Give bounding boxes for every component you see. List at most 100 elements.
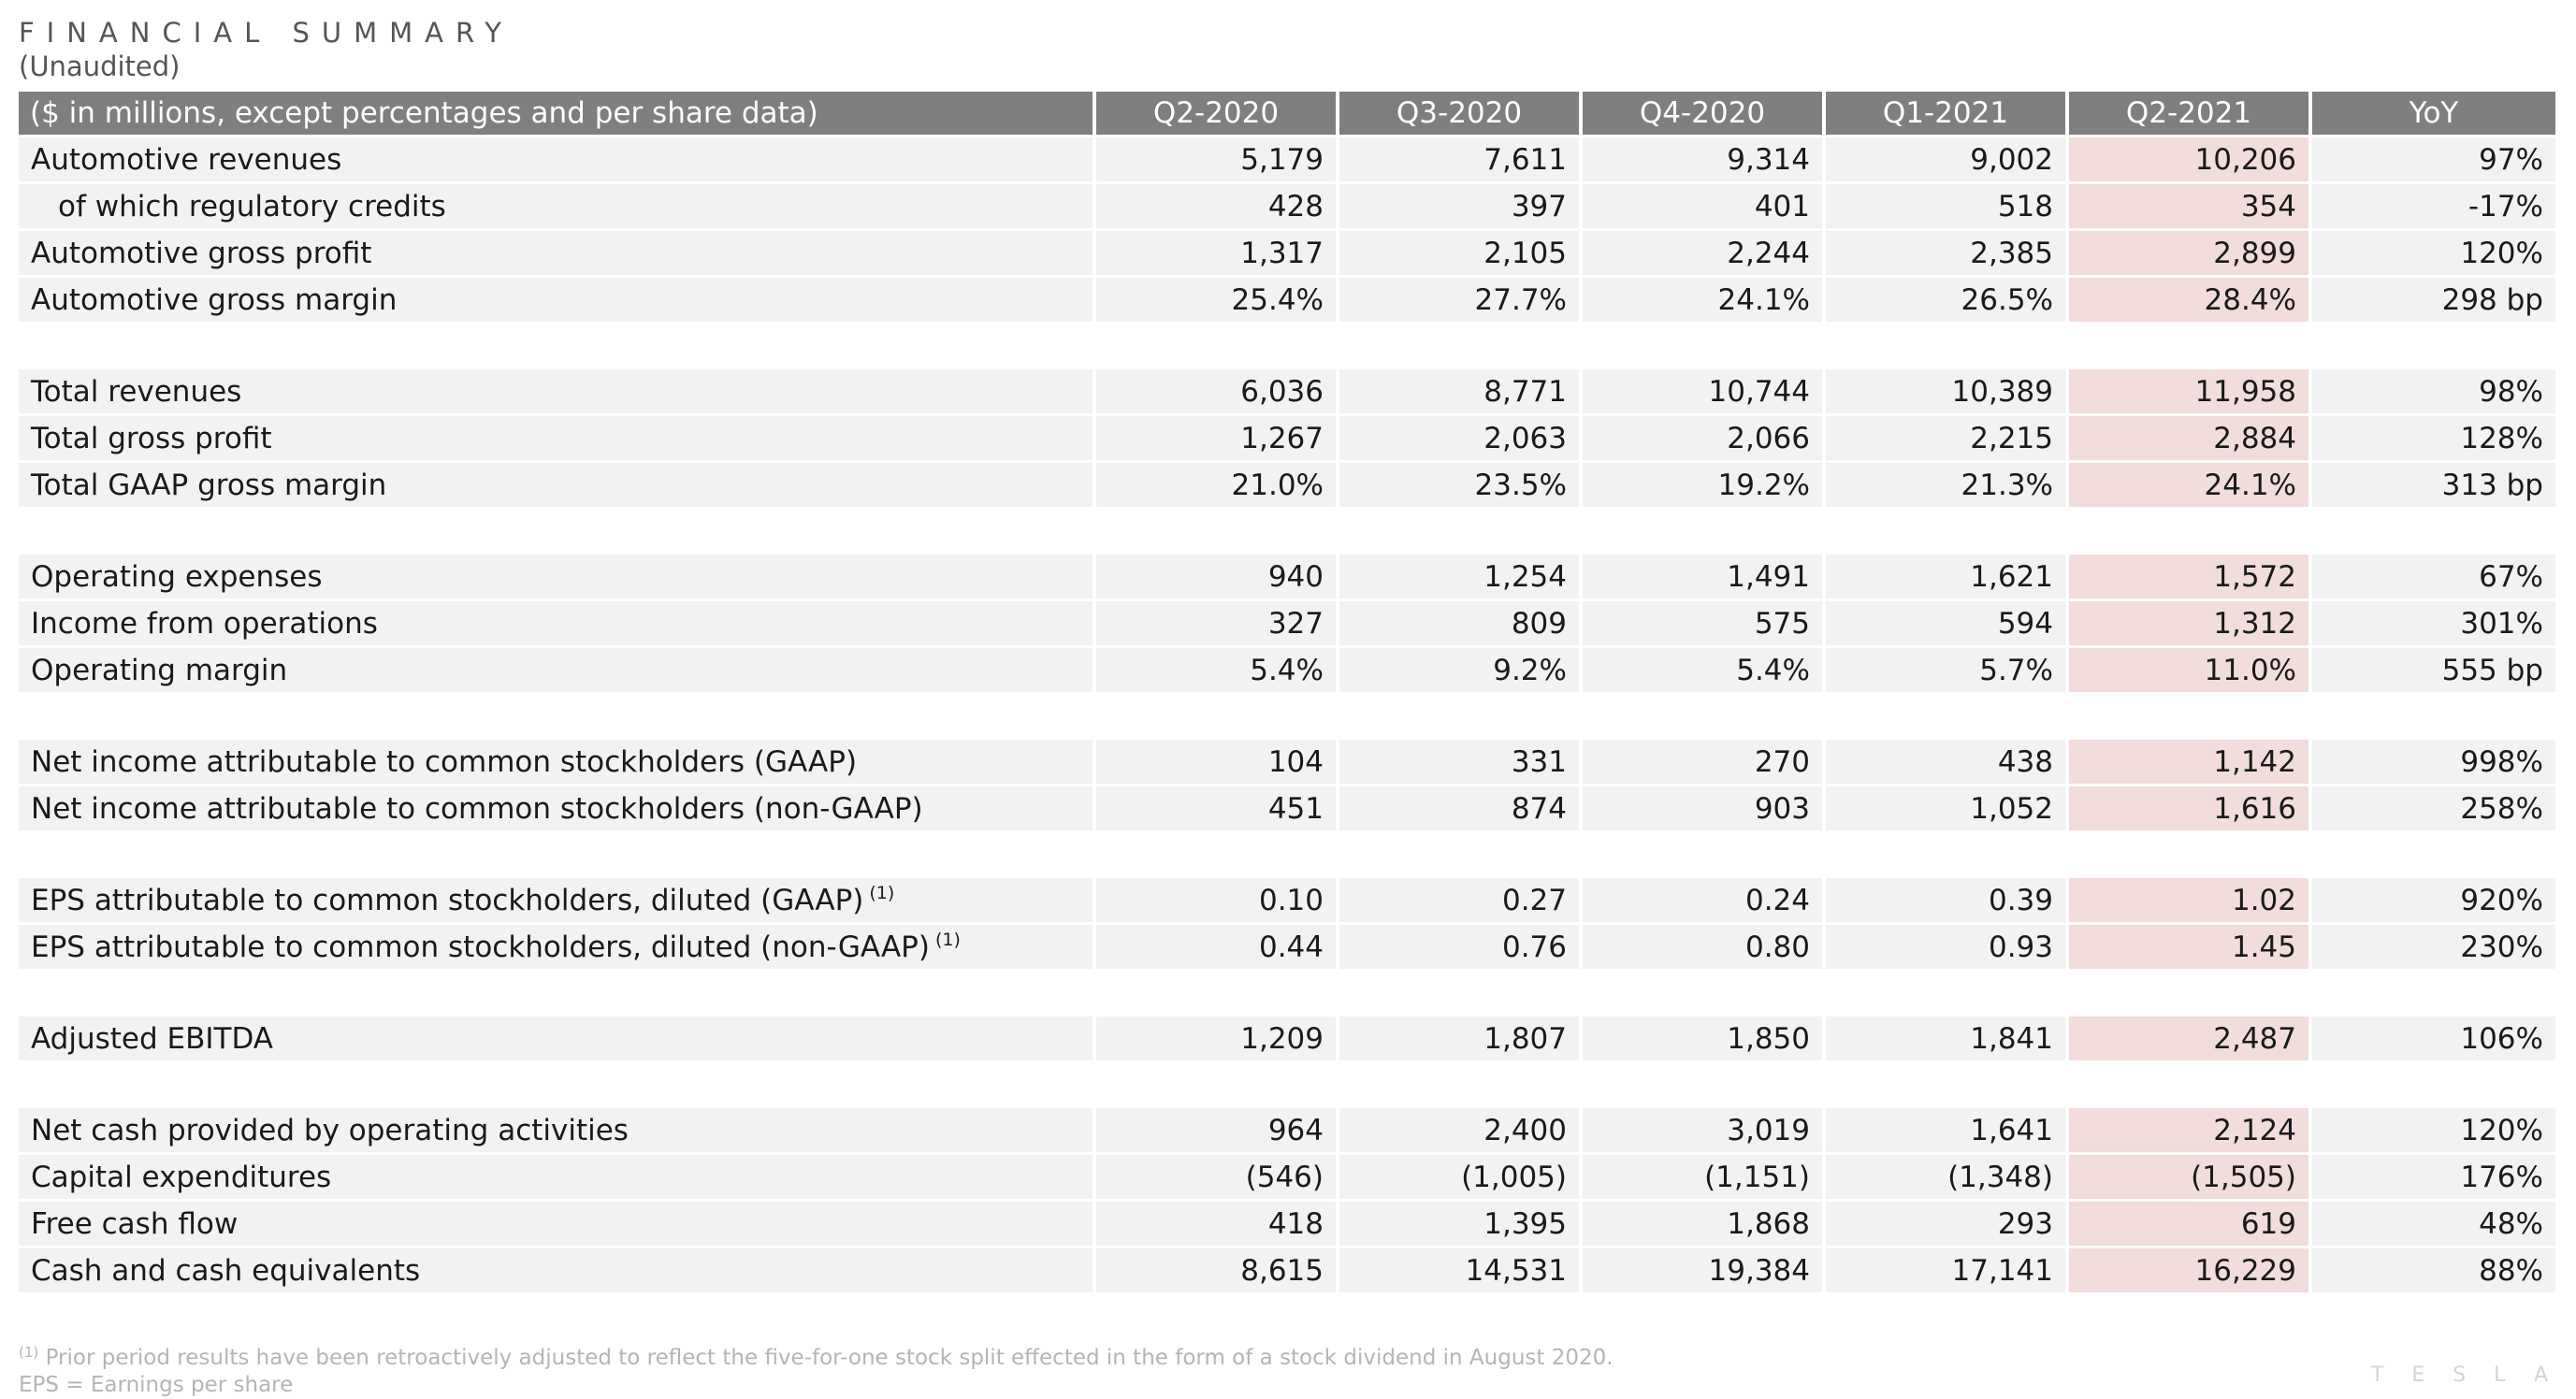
cell-q4-2020: 9,314: [1583, 135, 1826, 181]
cell-q3-2020: 0.27: [1339, 875, 1583, 922]
cell-q2-2021: 11.0%: [2069, 645, 2312, 692]
footnote-1-text: Prior period results have been retroacti…: [45, 1346, 1614, 1370]
cell-q3-2020: 2,105: [1339, 228, 1583, 275]
cell-q2-2020: 940: [1096, 552, 1339, 599]
cell-q2-2020: 1,209: [1096, 1014, 1339, 1060]
cell-q3-2020: 7,611: [1339, 135, 1583, 181]
table-row: Net income attributable to common stockh…: [19, 737, 2555, 784]
row-label-text: EPS attributable to common stockholders,…: [31, 930, 930, 964]
cell-q4-2020: 401: [1583, 181, 1826, 228]
row-label: EPS attributable to common stockholders,…: [19, 875, 1096, 922]
table-row: of which regulatory credits 428 397 401 518 3…: [19, 181, 2555, 228]
cell-q1-2021: 518: [1826, 181, 2069, 228]
column-header-label: ($ in millions, except percentages and p…: [19, 92, 1096, 135]
cell-q2-2020: 5.4%: [1096, 645, 1339, 692]
spacer-cell: [19, 830, 2555, 875]
cell-yoy: 120%: [2312, 1105, 2555, 1152]
page-subtitle: (Unaudited): [19, 50, 181, 82]
table-row: EPS attributable to common stockholders,…: [19, 875, 2555, 922]
cell-q1-2021: 1,052: [1826, 784, 2069, 830]
cell-q4-2020: 2,066: [1583, 413, 1826, 460]
spacer-cell: [19, 1060, 2555, 1105]
cell-yoy: 258%: [2312, 784, 2555, 830]
footnotes: (1) Prior period results have been retro…: [19, 1339, 1614, 1399]
cell-q2-2021: 2,899: [2069, 228, 2312, 275]
cell-q2-2021: 619: [2069, 1199, 2312, 1246]
cell-yoy: 313 bp: [2312, 460, 2555, 507]
cell-q4-2020: 903: [1583, 784, 1826, 830]
table-row: Income from operations 327 809 575 594 1,312 3…: [19, 599, 2555, 645]
cell-q1-2021: 10,389: [1826, 367, 2069, 413]
cell-yoy: 128%: [2312, 413, 2555, 460]
row-label: Free cash flow: [19, 1199, 1096, 1246]
cell-q1-2021: 5.7%: [1826, 645, 2069, 692]
table-row: Automotive gross margin 25.4% 27.7% 24.1% 26…: [19, 275, 2555, 322]
table-row: Operating expenses 940 1,254 1,491 1,621 1,57…: [19, 552, 2555, 599]
table-row: EPS attributable to common stockholders,…: [19, 922, 2555, 969]
footnote-marker: (1): [934, 930, 961, 950]
cell-yoy: 176%: [2312, 1152, 2555, 1199]
cell-yoy: 120%: [2312, 228, 2555, 275]
cell-q1-2021: 26.5%: [1826, 275, 2069, 322]
row-label-text: Net income attributable to common stockh…: [31, 744, 858, 779]
cell-q2-2020: 21.0%: [1096, 460, 1339, 507]
cell-yoy: 230%: [2312, 922, 2555, 969]
cell-yoy: 67%: [2312, 552, 2555, 599]
footnote-2: EPS = Earnings per share: [19, 1373, 294, 1397]
spacer-cell: [19, 692, 2555, 737]
cell-q2-2021: 2,124: [2069, 1105, 2312, 1152]
cell-q4-2020: 3,019: [1583, 1105, 1826, 1152]
section-spacer: [19, 507, 2555, 552]
cell-q2-2021: 1.02: [2069, 875, 2312, 922]
cell-q2-2020: 8,615: [1096, 1246, 1339, 1292]
row-label-text: Income from operations: [31, 606, 378, 641]
cell-q1-2021: 1,841: [1826, 1014, 2069, 1060]
table-row: Automotive revenues 5,179 7,611 9,314 9,002 1…: [19, 135, 2555, 181]
cell-q3-2020: 2,063: [1339, 413, 1583, 460]
cell-q4-2020: 1,850: [1583, 1014, 1826, 1060]
cell-q3-2020: 8,771: [1339, 367, 1583, 413]
cell-q1-2021: 594: [1826, 599, 2069, 645]
table-row: Total gross profit 1,267 2,063 2,066 2,215 2,…: [19, 413, 2555, 460]
row-label: of which regulatory credits: [19, 181, 1096, 228]
row-label-text: Automotive revenues: [31, 142, 342, 177]
row-label-text: Operating margin: [31, 653, 288, 687]
cell-q2-2021: 1,142: [2069, 737, 2312, 784]
cell-q4-2020: 270: [1583, 737, 1826, 784]
cell-q3-2020: 9.2%: [1339, 645, 1583, 692]
cell-q2-2020: 428: [1096, 181, 1339, 228]
cell-q3-2020: 27.7%: [1339, 275, 1583, 322]
cell-q2-2021: 1.45: [2069, 922, 2312, 969]
cell-q4-2020: (1,151): [1583, 1152, 1826, 1199]
cell-yoy: 97%: [2312, 135, 2555, 181]
table-row: Adjusted EBITDA 1,209 1,807 1,850 1,841 2,487…: [19, 1014, 2555, 1060]
cell-q3-2020: 2,400: [1339, 1105, 1583, 1152]
cell-q2-2020: 1,317: [1096, 228, 1339, 275]
cell-q4-2020: 5.4%: [1583, 645, 1826, 692]
cell-q2-2021: (1,505): [2069, 1152, 2312, 1199]
section-spacer: [19, 692, 2555, 737]
cell-q2-2021: 28.4%: [2069, 275, 2312, 322]
cell-q3-2020: 397: [1339, 181, 1583, 228]
cell-q2-2020: 25.4%: [1096, 275, 1339, 322]
cell-q3-2020: (1,005): [1339, 1152, 1583, 1199]
brand-wordmark: TESLA: [2370, 1363, 2576, 1387]
cell-q4-2020: 575: [1583, 599, 1826, 645]
row-label: Income from operations: [19, 599, 1096, 645]
row-label: Net income attributable to common stockh…: [19, 784, 1096, 830]
column-header-q2-2020: Q2-2020: [1096, 92, 1339, 135]
section-spacer: [19, 830, 2555, 875]
row-label: Net income attributable to common stockh…: [19, 737, 1096, 784]
cell-q2-2021: 1,312: [2069, 599, 2312, 645]
cell-q1-2021: 1,621: [1826, 552, 2069, 599]
cell-q2-2021: 1,616: [2069, 784, 2312, 830]
table-row: Free cash flow 418 1,395 1,868 293 619 48%: [19, 1199, 2555, 1246]
cell-q2-2021: 1,572: [2069, 552, 2312, 599]
row-label: EPS attributable to common stockholders,…: [19, 922, 1096, 969]
cell-q2-2021: 10,206: [2069, 135, 2312, 181]
row-label-text: Net cash provided by operating activitie…: [31, 1113, 629, 1147]
cell-q1-2021: 0.93: [1826, 922, 2069, 969]
section-spacer: [19, 969, 2555, 1014]
cell-q3-2020: 14,531: [1339, 1246, 1583, 1292]
table-row: Cash and cash equivalents 8,615 14,531 19,3…: [19, 1246, 2555, 1292]
